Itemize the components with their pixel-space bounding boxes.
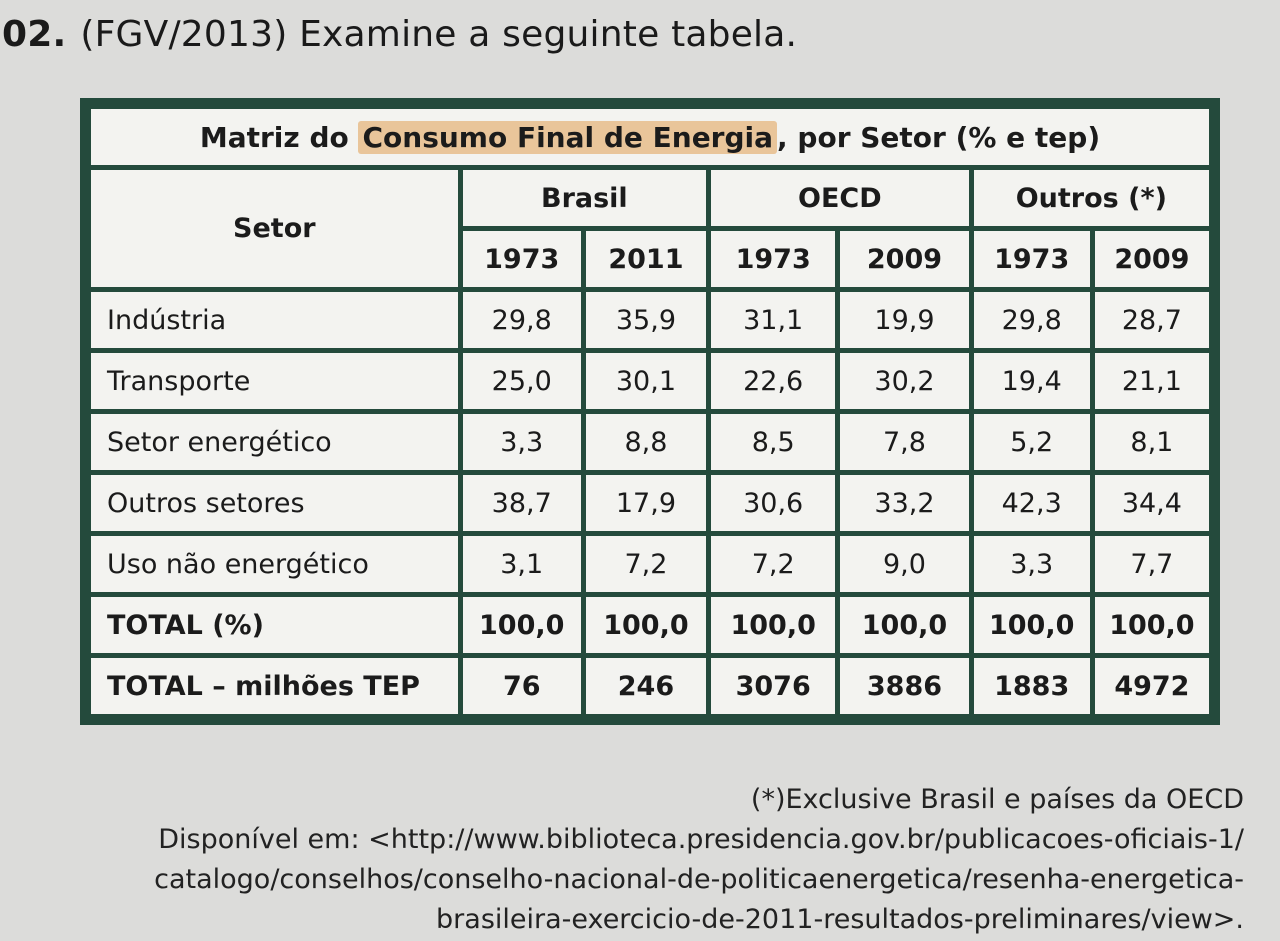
row-label: Indústria: [86, 287, 463, 353]
table-cell: 7,7: [1089, 531, 1215, 597]
row-label: TOTAL – milhões TEP: [86, 653, 463, 719]
table-cell: 29,8: [457, 287, 586, 353]
table-cell: 8,1: [1089, 409, 1215, 475]
table-cell: 100,0: [1089, 592, 1215, 658]
table-cell: 28,7: [1089, 287, 1215, 353]
table-cell: 4972: [1089, 653, 1215, 719]
table-row: Indústria 29,8 35,9 31,1 19,9 29,8 28,7: [86, 287, 1215, 353]
table-cell: 5,2: [968, 409, 1095, 475]
row-label: Transporte: [86, 348, 463, 414]
year-header: 1973: [968, 226, 1095, 292]
table-cell: 100,0: [457, 592, 586, 658]
table-cell: 30,1: [580, 348, 712, 414]
table-cell: 7,2: [706, 531, 841, 597]
table-cell: 8,8: [580, 409, 712, 475]
table-cell: 1883: [968, 653, 1095, 719]
table-cell: 100,0: [835, 592, 974, 658]
table-cell: 17,9: [580, 470, 712, 536]
table-cell: 3886: [835, 653, 974, 719]
year-header: 2009: [835, 226, 974, 292]
table-cell: 34,4: [1089, 470, 1215, 536]
table-notes: (*)Exclusive Brasil e países da OECD Dis…: [84, 780, 1244, 940]
table-cell: 7,2: [580, 531, 712, 597]
table-cell: 7,8: [835, 409, 974, 475]
table-cell: 76: [457, 653, 586, 719]
row-label: Setor energético: [86, 409, 463, 475]
source-line-1: Disponível em: <http://www.biblioteca.pr…: [158, 824, 1244, 855]
table-row: Outros setores 38,7 17,9 30,6 33,2 42,3 …: [86, 470, 1215, 536]
table-cell: 35,9: [580, 287, 712, 353]
table-row: Setor energético 3,3 8,8 8,5 7,8 5,2 8,1: [86, 409, 1215, 475]
table-cell: 30,2: [835, 348, 974, 414]
table-cell: 246: [580, 653, 712, 719]
table-cell: 3,3: [457, 409, 586, 475]
table-cell: 100,0: [706, 592, 841, 658]
row-label: TOTAL (%): [86, 592, 463, 658]
table-cell: 19,9: [835, 287, 974, 353]
row-label: Uso não energético: [86, 531, 463, 597]
table-cell: 29,8: [968, 287, 1095, 353]
table-cell: 33,2: [835, 470, 974, 536]
year-header: 1973: [706, 226, 841, 292]
row-label: Outros setores: [86, 470, 463, 536]
group-header-oecd: OECD: [706, 165, 974, 231]
table-cell: 100,0: [968, 592, 1095, 658]
question-text: (FGV/2013) Examine a seguinte tabela.: [80, 14, 798, 55]
table-cell: 3076: [706, 653, 841, 719]
title-highlight: Consumo Final de Energia: [358, 120, 778, 154]
energy-table-container: Matriz do Consumo Final de Energia, por …: [80, 98, 1220, 725]
group-header-brasil: Brasil: [457, 165, 712, 231]
table-row: Transporte 25,0 30,1 22,6 30,2 19,4 21,1: [86, 348, 1215, 414]
total-percent-row: TOTAL (%) 100,0 100,0 100,0 100,0 100,0 …: [86, 592, 1215, 658]
source-line-3: brasileira-exercicio-de-2011-resultados-…: [436, 904, 1244, 935]
year-header: 2009: [1089, 226, 1215, 292]
year-header: 1973: [457, 226, 586, 292]
table-cell: 3,3: [968, 531, 1095, 597]
question-heading: 02. (FGV/2013) Examine a seguinte tabela.: [2, 14, 797, 55]
group-header-outros: Outros (*): [968, 165, 1215, 231]
question-number: 02.: [2, 14, 67, 55]
table-cell: 100,0: [580, 592, 712, 658]
table-cell: 38,7: [457, 470, 586, 536]
footnote: (*)Exclusive Brasil e países da OECD: [750, 784, 1244, 815]
table-cell: 3,1: [457, 531, 586, 597]
table-cell: 30,6: [706, 470, 841, 536]
table-cell: 8,5: [706, 409, 841, 475]
table-cell: 21,1: [1089, 348, 1215, 414]
table-cell: 9,0: [835, 531, 974, 597]
table-cell: 19,4: [968, 348, 1095, 414]
table-cell: 22,6: [706, 348, 841, 414]
energy-consumption-table: Matriz do Consumo Final de Energia, por …: [86, 104, 1215, 719]
setor-header: Setor: [86, 165, 463, 292]
table-cell: 25,0: [457, 348, 586, 414]
table-cell: 31,1: [706, 287, 841, 353]
year-header: 2011: [580, 226, 712, 292]
table-row: Uso não energético 3,1 7,2 7,2 9,0 3,3 7…: [86, 531, 1215, 597]
total-tep-row: TOTAL – milhões TEP 76 246 3076 3886 188…: [86, 653, 1215, 719]
source-line-2: catalogo/conselhos/conselho-nacional-de-…: [154, 864, 1244, 895]
table-title: Matriz do Consumo Final de Energia, por …: [86, 104, 1214, 170]
table-cell: 42,3: [968, 470, 1095, 536]
